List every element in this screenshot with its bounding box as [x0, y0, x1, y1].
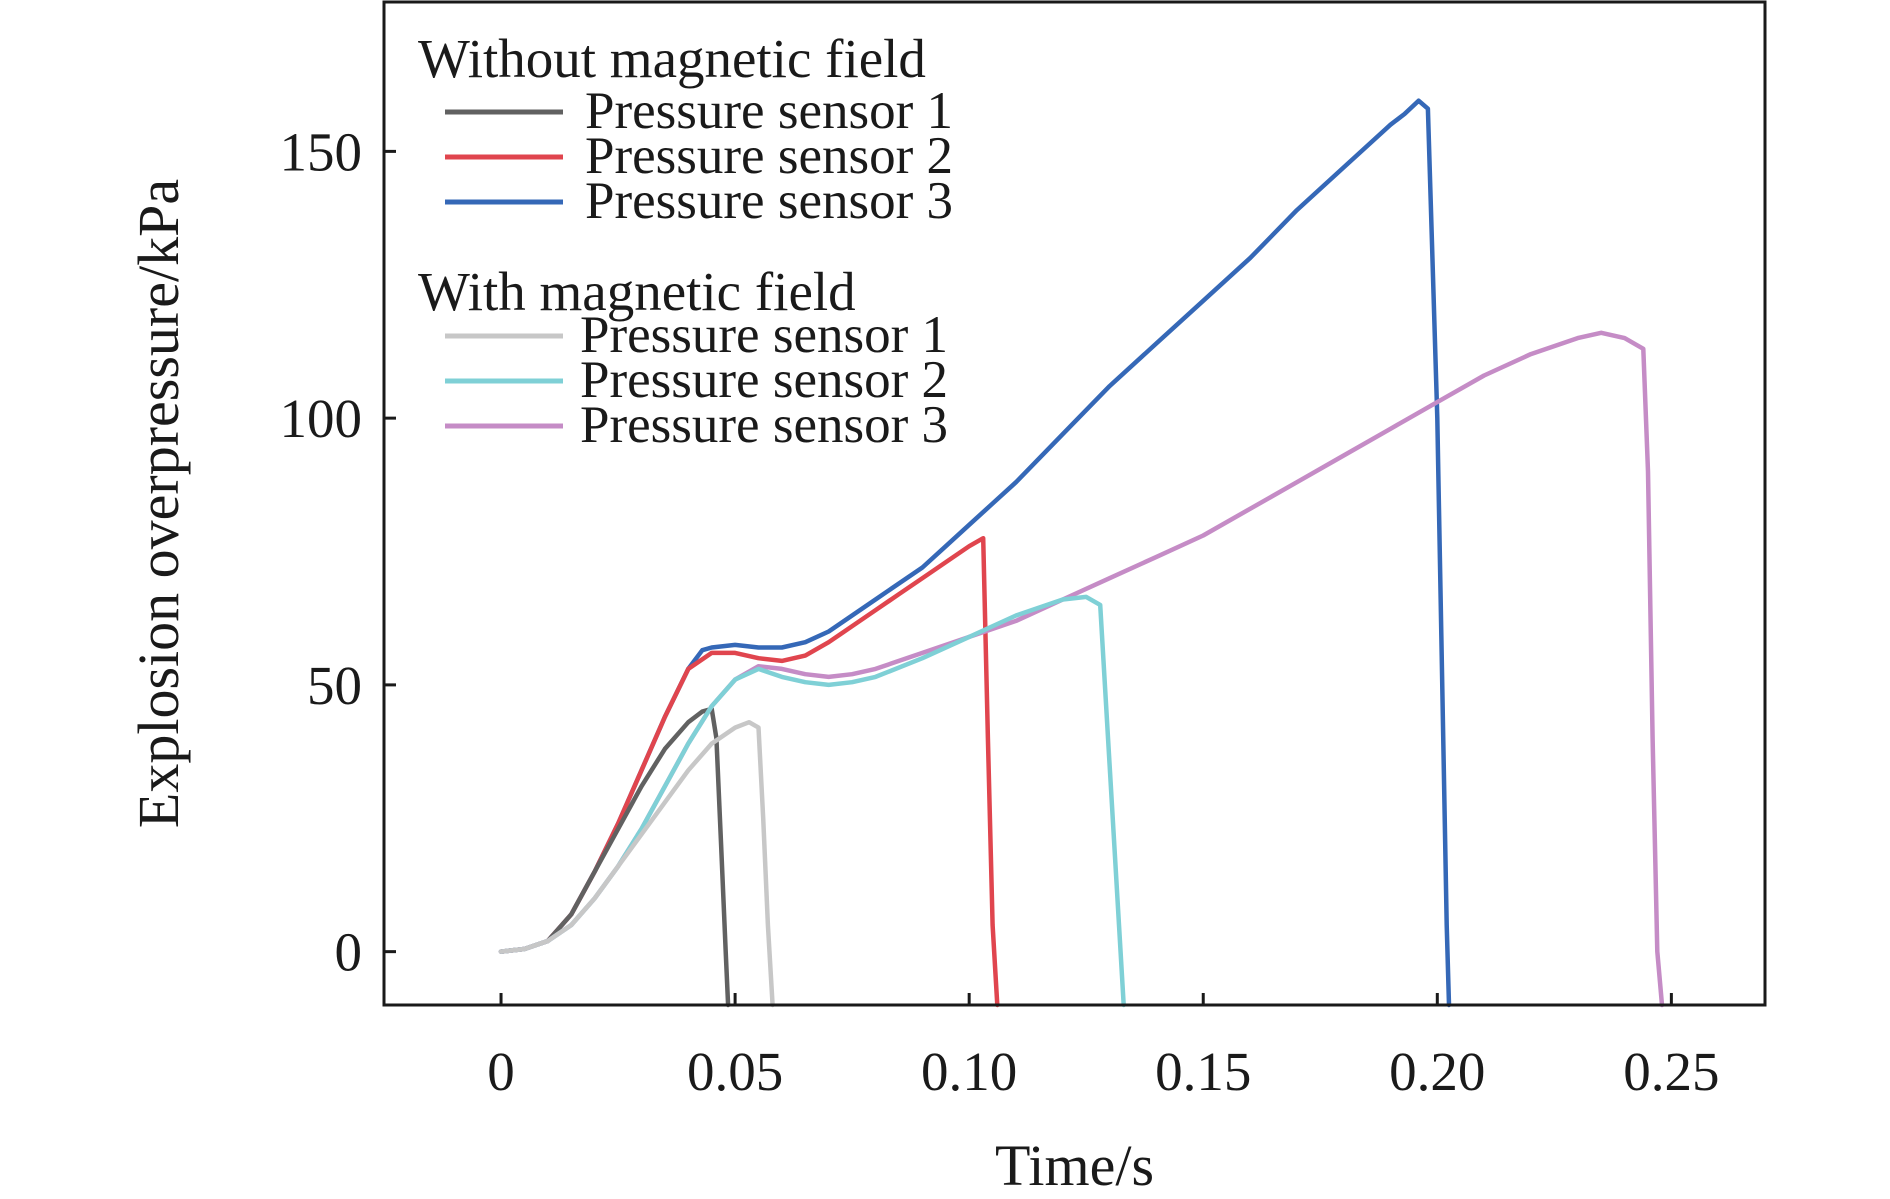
- series-line-with-field-pressure-sensor-2: [498, 594, 1126, 1008]
- y-tick-label: 0: [335, 922, 363, 983]
- x-tick-label: 0.20: [1389, 1041, 1485, 1102]
- legend-group-title: With magnetic field: [418, 261, 856, 322]
- y-tick-label: 100: [280, 388, 363, 449]
- y-axis-label: Explosion overpressure/kPa: [126, 179, 191, 828]
- x-tick-label: 0.25: [1623, 1041, 1719, 1102]
- series-line-without-field-pressure-sensor-1: [498, 706, 731, 1008]
- legend-entry-label: Pressure sensor 3: [580, 396, 948, 454]
- y-tick-label: 150: [280, 121, 363, 182]
- legend-entry-label: Pressure sensor 3: [585, 172, 953, 230]
- ticks-layer: 0 0.05 0.10 0.15 0.20 0.25 0 50 100 150: [280, 121, 1720, 1102]
- x-tick-label: 0.10: [921, 1041, 1017, 1102]
- x-axis-label: Time/s: [995, 1133, 1154, 1198]
- legend-entry-label: Pressure sensor 1: [585, 82, 953, 140]
- x-tick-label: 0: [487, 1041, 515, 1102]
- series-line-without-field-pressure-sensor-2: [498, 535, 1000, 1008]
- series-line-with-field-pressure-sensor-1: [498, 719, 775, 1008]
- x-tick-label: 0.05: [687, 1041, 783, 1102]
- y-tick-label: 50: [307, 655, 362, 716]
- plot-frame: [382, 0, 1767, 1007]
- series-layer: [498, 98, 1665, 1008]
- legend-entry-label: Pressure sensor 1: [580, 306, 948, 364]
- series-line-without-field-pressure-sensor-3: [498, 98, 1452, 1008]
- legend-entry-label: Pressure sensor 2: [580, 351, 948, 409]
- legend-entry-label: Pressure sensor 2: [585, 127, 953, 185]
- legend-group-title: Without magnetic field: [418, 28, 926, 89]
- x-tick-label: 0.15: [1155, 1041, 1251, 1102]
